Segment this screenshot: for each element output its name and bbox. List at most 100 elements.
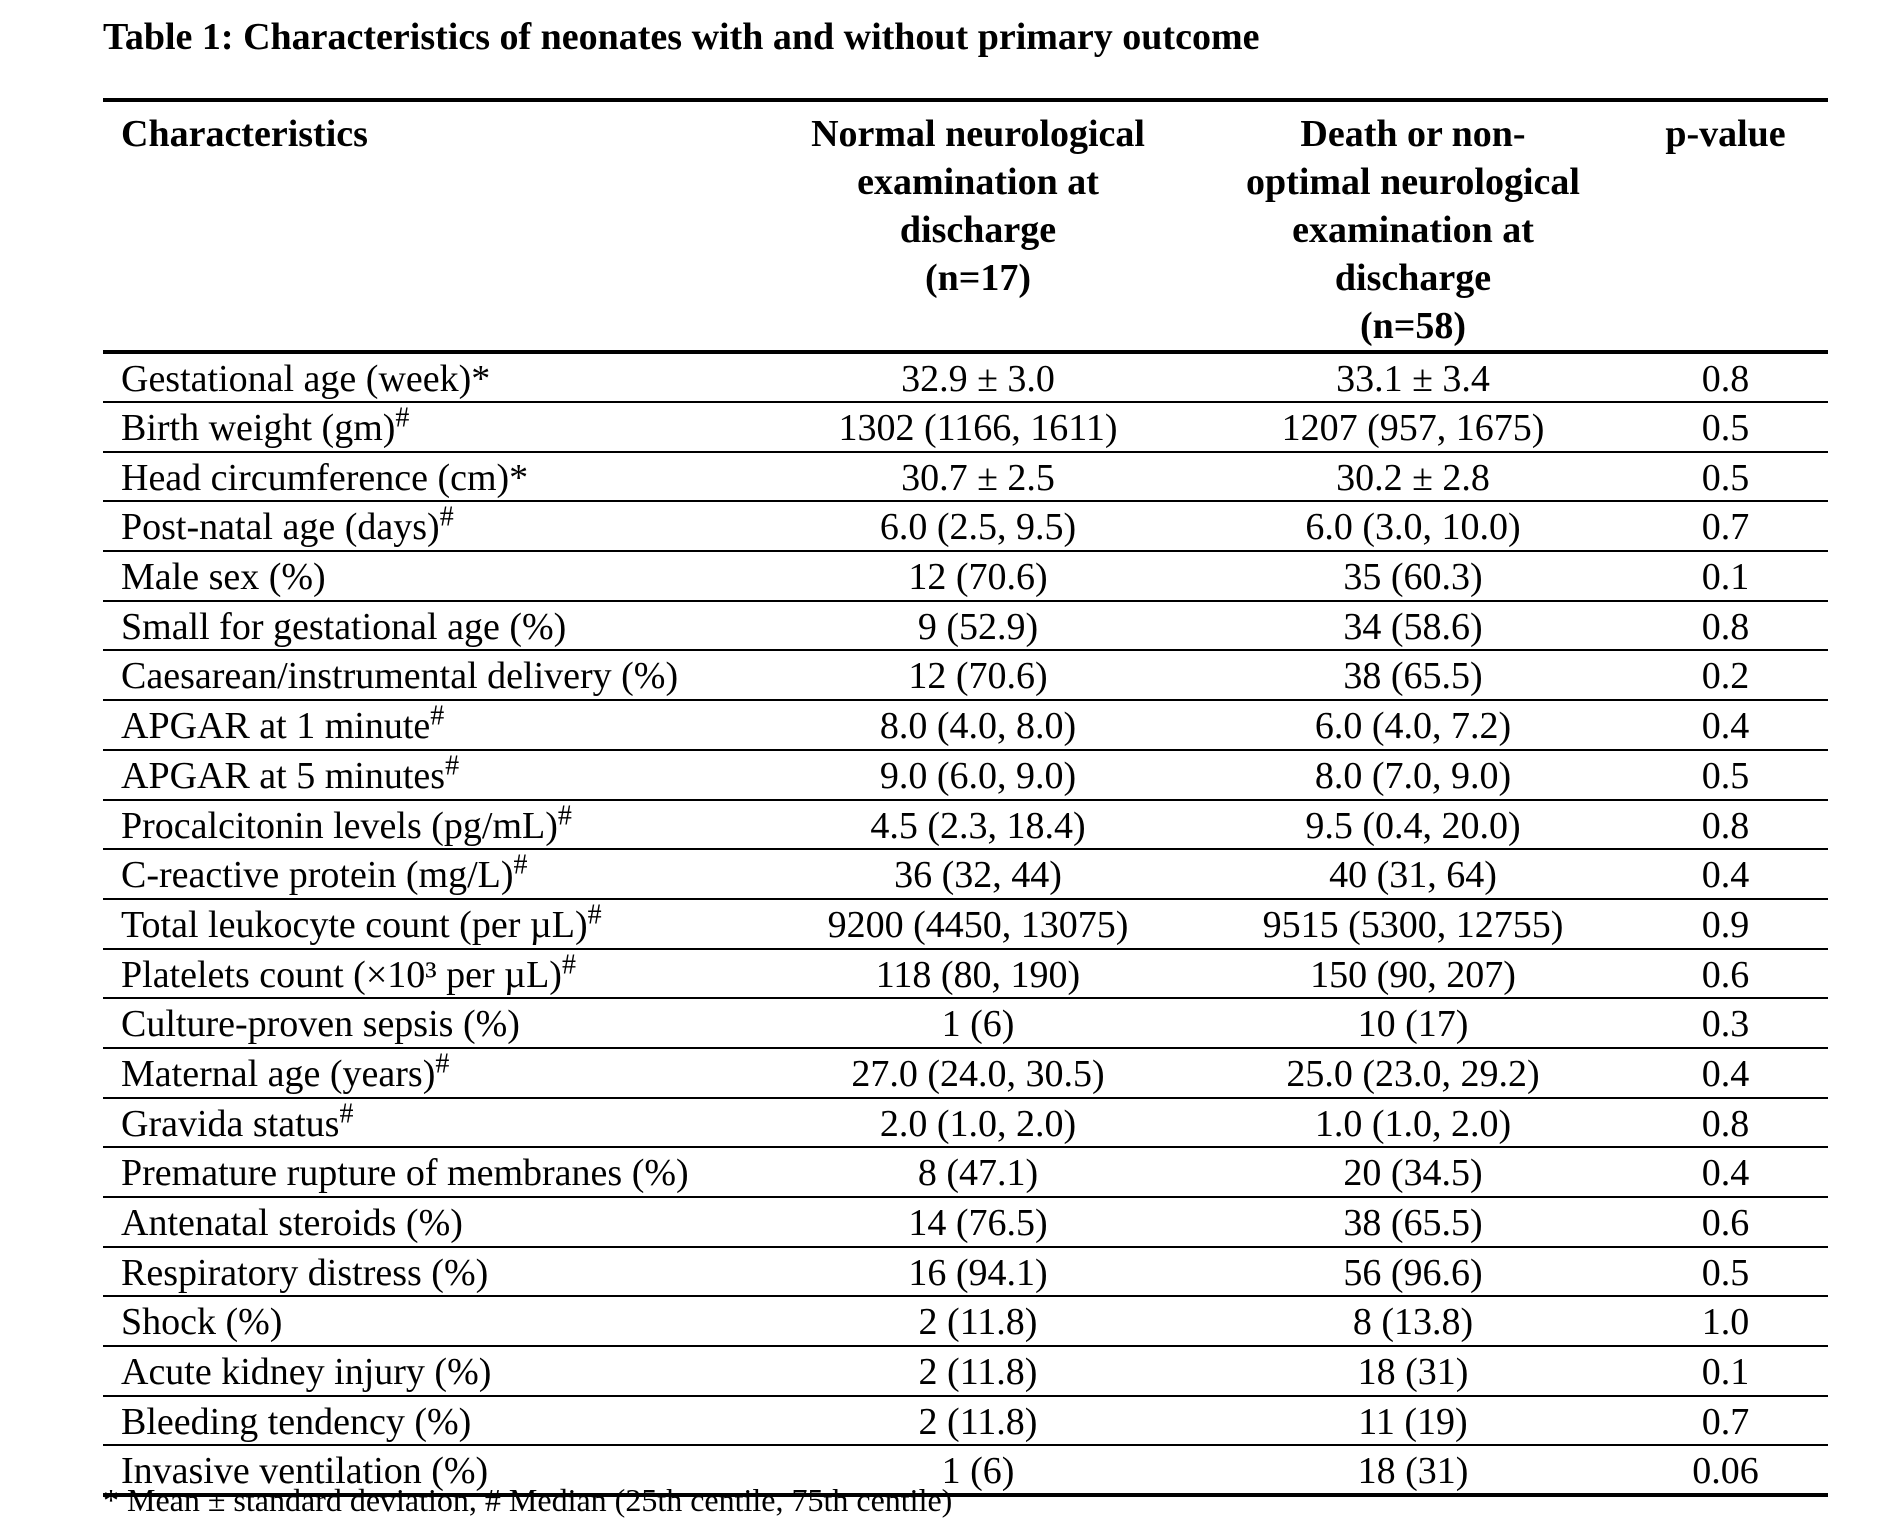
death-group-value: 8.0 (7.0, 9.0) [1314, 754, 1512, 797]
characteristic-cell: C-reactive protein (mg/L)# [103, 849, 753, 899]
p-value-cell: 0.4 [1701, 1152, 1750, 1195]
normal-group-value: 8.0 (4.0, 8.0) [879, 705, 1077, 748]
table-row: APGAR at 5 minutes# 9.0 (6.0, 9.0) 8.0 (7.… [103, 750, 1828, 800]
characteristic-label: Antenatal steroids (%) [121, 1202, 463, 1244]
characteristic-label: Premature rupture of membranes (%) [121, 1152, 689, 1195]
characteristic-label: APGAR at 1 minute [121, 705, 431, 748]
statistic-marker: # [430, 700, 445, 732]
characteristic-label: Invasive ventilation (%) [121, 1450, 489, 1493]
p-value-cell: 0.4 [1701, 1052, 1750, 1095]
death-group-value: 38 (65.5) [1343, 655, 1483, 698]
normal-group-value: 27.0 (24.0, 30.5) [851, 1052, 1105, 1095]
characteristic-label: Post-natal age (days) [121, 506, 440, 549]
header-line: optimal neurological [1246, 161, 1580, 203]
header-line: (n=58) [1359, 305, 1467, 347]
table-row: Culture-proven sepsis (%) 1 (6) 10 (17) 0.3 [103, 998, 1828, 1048]
p-value-cell: 0.5 [1701, 456, 1750, 499]
table-row: Post-natal age (days)# 6.0 (2.5, 9.5) 6.0 … [103, 501, 1828, 552]
header-line: (n=17) [924, 257, 1032, 299]
death-group-value: 25.0 (23.0, 29.2) [1286, 1052, 1540, 1095]
normal-group-value: 30.7 ± 2.5 [901, 456, 1055, 499]
death-group-value: 20 (34.5) [1343, 1152, 1483, 1195]
table-row: Male sex (%) 12 (70.6) 35 (60.3) 0.1 [103, 551, 1828, 601]
characteristic-label: Birth weight (gm) [121, 407, 396, 449]
p-value-cell: 0.6 [1701, 953, 1750, 996]
death-group-value: 8 (13.8) [1352, 1301, 1474, 1344]
characteristic-cell: APGAR at 5 minutes# [103, 750, 753, 800]
p-value-cell: 0.8 [1701, 804, 1750, 847]
table-row: Antenatal steroids (%) 14 (76.5) 38 (65.5)… [103, 1197, 1828, 1247]
p-value-cell: 0.8 [1701, 358, 1750, 400]
characteristic-label: Procalcitonin levels (pg/mL) [121, 804, 558, 847]
death-group-value: 18 (31) [1357, 1450, 1469, 1493]
header-line: Characteristics [121, 113, 368, 155]
normal-group-value: 8 (47.1) [917, 1152, 1039, 1195]
table-row: Head circumference (cm)* 30.7 ± 2.5 30.2 ±… [103, 452, 1828, 502]
death-group-value: 1.0 (1.0, 2.0) [1314, 1102, 1512, 1145]
death-group-value: 150 (90, 207) [1310, 953, 1516, 996]
death-group-value: 10 (17) [1357, 1003, 1469, 1046]
normal-group-value: 2 (11.8) [918, 1301, 1038, 1344]
characteristic-label: Shock (%) [121, 1301, 283, 1344]
statistic-marker: # [513, 849, 528, 881]
normal-group-value: 1 (6) [941, 1003, 1015, 1046]
characteristic-label: Platelets count (×10³ per µL) [121, 953, 562, 996]
death-group-value: 40 (31, 64) [1329, 854, 1497, 897]
table-row: Invasive ventilation (%) 1 (6) 18 (31) 0.06 [103, 1445, 1828, 1496]
normal-group-value: 32.9 ± 3.0 [901, 358, 1055, 400]
characteristic-cell: Platelets count (×10³ per µL)# [103, 949, 753, 999]
header-line: examination at [857, 161, 1099, 203]
table-row: Respiratory distress (%) 16 (94.1) 56 (96.… [103, 1247, 1828, 1297]
characteristic-cell: Caesarean/instrumental delivery (%) [103, 650, 753, 700]
table-row: Small for gestational age (%) 9 (52.9) 34 … [103, 601, 1828, 651]
statistic-marker: # [561, 948, 576, 980]
p-value-cell: 0.3 [1701, 1003, 1750, 1046]
statistic-marker: # [439, 501, 454, 533]
characteristic-cell: Post-natal age (days)# [103, 501, 753, 551]
death-group-value: 11 (19) [1358, 1400, 1468, 1443]
normal-group-value: 2 (11.8) [918, 1400, 1038, 1443]
normal-group-value: 6.0 (2.5, 9.5) [879, 506, 1077, 549]
table-row: Procalcitonin levels (pg/mL)# 4.5 (2.3, 1… [103, 800, 1828, 850]
statistic-marker: # [395, 402, 410, 434]
normal-group-value: 9.0 (6.0, 9.0) [879, 754, 1077, 797]
normal-group-value: 2.0 (1.0, 2.0) [879, 1102, 1077, 1145]
characteristic-label: Small for gestational age (%) [121, 605, 567, 648]
header-line: examination at [1292, 209, 1534, 251]
death-group-value: 30.2 ± 2.8 [1336, 456, 1490, 499]
characteristic-cell: Gravida status# [103, 1098, 753, 1148]
table-row: Caesarean/instrumental delivery (%) 12 (7… [103, 650, 1828, 701]
table-row: Maternal age (years)# 27.0 (24.0, 30.5) 25… [103, 1048, 1828, 1098]
normal-group-value: 14 (76.5) [908, 1202, 1048, 1244]
death-group-value: 38 (65.5) [1343, 1202, 1483, 1244]
table-row: Acute kidney injury (%) 2 (11.8) 18 (31) 0.… [103, 1346, 1828, 1396]
p-value-cell: 0.1 [1701, 1351, 1750, 1394]
p-value-cell: 0.9 [1701, 903, 1750, 946]
p-value-cell: 0.5 [1701, 754, 1750, 797]
death-group-value: 34 (58.6) [1343, 605, 1483, 648]
characteristics-table-container: Characteristics Normal neurological exam… [103, 98, 1828, 1497]
characteristic-cell: APGAR at 1 minute# [103, 700, 753, 750]
p-value-cell: 1.0 [1701, 1301, 1750, 1344]
table-row: Birth weight (gm)# 1302 (1166, 1611) 1207 … [103, 402, 1828, 452]
normal-group-value: 4.5 (2.3, 18.4) [870, 804, 1086, 847]
table-title: Table 1: Characteristics of neonates wit… [103, 16, 1260, 58]
header-line: discharge [899, 209, 1057, 251]
death-group-value: 9515 (5300, 12755) [1262, 903, 1564, 946]
p-value-cell: 0.06 [1692, 1450, 1759, 1493]
table-row: Platelets count (×10³ per µL)# 118 (80, 1… [103, 949, 1828, 999]
death-group-value: 56 (96.6) [1343, 1251, 1483, 1294]
table-row: Premature rupture of membranes (%) 8 (47.… [103, 1147, 1828, 1197]
characteristic-label: Head circumference (cm)* [121, 456, 529, 499]
characteristic-label: Bleeding tendency (%) [121, 1400, 472, 1443]
characteristic-label: Gestational age (week)* [121, 358, 491, 400]
characteristic-label: Caesarean/instrumental delivery (%) [121, 655, 679, 698]
p-value-cell: 0.6 [1701, 1202, 1750, 1244]
table-row: Total leukocyte count (per µL)# 9200 (445… [103, 899, 1828, 949]
characteristic-cell: Culture-proven sepsis (%) [103, 998, 753, 1048]
normal-group-value: 12 (70.6) [908, 655, 1048, 698]
header-line: Death or non- [1300, 113, 1526, 155]
characteristics-table: Characteristics Normal neurological exam… [103, 98, 1828, 1497]
p-value-cell: 0.8 [1701, 605, 1750, 648]
header-line: Normal neurological [811, 113, 1145, 155]
